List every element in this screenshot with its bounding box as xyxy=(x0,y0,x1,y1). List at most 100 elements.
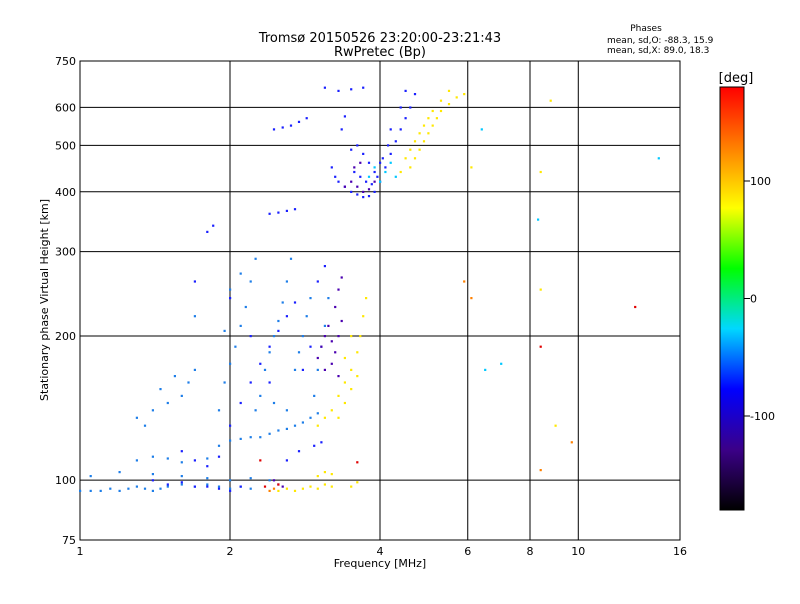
data-point xyxy=(259,362,262,365)
data-point xyxy=(353,170,356,174)
data-point xyxy=(323,471,326,474)
data-point xyxy=(268,212,271,215)
data-point xyxy=(362,86,365,89)
data-point xyxy=(272,479,276,482)
data-point xyxy=(277,319,280,323)
data-point xyxy=(634,305,637,309)
data-point xyxy=(500,362,503,365)
colorbar-tick-label: -100 xyxy=(750,410,775,423)
data-point xyxy=(470,297,473,300)
chart-subtitle: RwPretec (Bp) xyxy=(334,45,426,60)
data-point xyxy=(367,188,371,191)
data-point xyxy=(272,401,276,405)
data-point xyxy=(79,489,82,492)
data-point xyxy=(343,115,346,118)
data-point xyxy=(330,362,333,365)
data-points xyxy=(79,86,660,492)
data-point xyxy=(394,140,397,143)
data-point xyxy=(350,88,353,91)
data-point xyxy=(330,473,333,476)
data-point xyxy=(229,439,232,442)
data-point xyxy=(118,471,121,474)
data-point xyxy=(365,180,368,183)
data-point xyxy=(316,424,319,427)
data-point xyxy=(272,128,276,131)
data-point xyxy=(389,152,392,155)
data-point xyxy=(399,106,402,109)
data-point xyxy=(127,487,130,490)
data-point xyxy=(305,315,308,318)
data-point xyxy=(365,297,368,300)
data-point xyxy=(316,280,319,283)
data-point xyxy=(409,106,412,109)
data-point xyxy=(387,144,390,147)
data-point xyxy=(118,489,121,492)
data-point xyxy=(301,335,304,338)
data-point xyxy=(151,489,154,492)
data-point xyxy=(293,301,297,304)
data-point xyxy=(427,132,430,135)
data-point xyxy=(281,301,284,304)
data-point xyxy=(389,128,392,131)
data-point xyxy=(337,335,340,338)
data-point xyxy=(180,483,183,486)
data-point xyxy=(151,409,154,412)
data-point xyxy=(359,161,362,164)
y-tick-label: 200 xyxy=(55,330,76,343)
data-point xyxy=(109,487,112,490)
data-point xyxy=(337,416,340,419)
data-point xyxy=(99,489,102,492)
data-point xyxy=(159,388,162,391)
data-point xyxy=(229,487,232,490)
data-point xyxy=(463,93,466,96)
data-point xyxy=(268,351,271,354)
data-point xyxy=(263,485,267,488)
data-point xyxy=(285,315,288,318)
data-point xyxy=(281,126,284,129)
data-point xyxy=(206,477,209,480)
data-point xyxy=(297,120,301,123)
data-point xyxy=(289,257,293,260)
data-point xyxy=(539,345,542,348)
data-point xyxy=(350,180,353,183)
data-point xyxy=(539,170,542,174)
data-point xyxy=(313,394,316,397)
data-point xyxy=(381,157,384,160)
data-point xyxy=(657,157,660,160)
data-point xyxy=(193,315,196,318)
phase-stats-title: Phases xyxy=(630,24,662,34)
data-point xyxy=(323,86,326,89)
data-point xyxy=(259,459,262,462)
data-point xyxy=(249,381,252,384)
data-point xyxy=(343,381,346,384)
data-point xyxy=(249,280,252,283)
colorbar-label: [deg] xyxy=(719,71,754,86)
colorbar-tick-label: 100 xyxy=(750,175,771,188)
data-point xyxy=(263,368,267,371)
data-point xyxy=(89,489,92,492)
data-point xyxy=(223,381,226,384)
data-point xyxy=(217,487,221,490)
data-point xyxy=(166,401,169,405)
data-point xyxy=(422,124,426,127)
data-point xyxy=(384,166,387,169)
data-point xyxy=(180,475,183,478)
data-point xyxy=(301,368,304,371)
data-point xyxy=(340,128,343,131)
data-point xyxy=(323,324,326,327)
data-point xyxy=(285,209,288,212)
y-tick-label: 500 xyxy=(55,139,76,152)
data-point xyxy=(330,485,333,488)
data-point xyxy=(166,485,169,488)
chart-title: Tromsø 20150526 23:20:00-23:21:43 xyxy=(258,31,501,46)
data-point xyxy=(323,335,326,338)
colorbar-ticks: 100 0 -100 xyxy=(744,175,775,423)
colorbar xyxy=(719,86,745,511)
data-point xyxy=(289,124,293,127)
data-point xyxy=(350,190,353,193)
data-point xyxy=(206,483,209,486)
data-point xyxy=(427,117,430,120)
data-point xyxy=(418,148,421,151)
x-tick-label: 6 xyxy=(464,545,471,558)
